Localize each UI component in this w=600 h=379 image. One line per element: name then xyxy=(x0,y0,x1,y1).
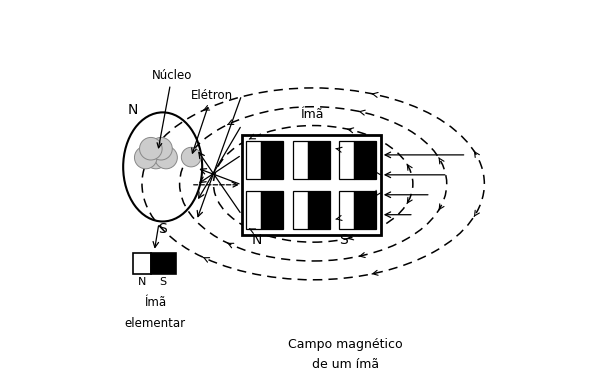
Bar xyxy=(293,141,308,179)
Bar xyxy=(354,191,376,229)
Text: Núcleo: Núcleo xyxy=(152,69,192,148)
Circle shape xyxy=(149,138,172,160)
Bar xyxy=(261,141,283,179)
Text: S: S xyxy=(160,277,167,287)
Circle shape xyxy=(145,146,167,169)
Text: Ímã: Ímã xyxy=(144,296,166,309)
Text: N: N xyxy=(251,233,262,247)
Circle shape xyxy=(155,146,178,169)
Bar xyxy=(242,135,381,235)
Bar xyxy=(308,141,330,179)
Text: Elétron: Elétron xyxy=(191,89,233,153)
Circle shape xyxy=(134,146,157,169)
Bar xyxy=(151,254,176,274)
Circle shape xyxy=(140,138,162,160)
Bar xyxy=(261,191,283,229)
Bar xyxy=(339,141,354,179)
Bar xyxy=(308,191,330,229)
Bar xyxy=(339,191,354,229)
Bar xyxy=(247,191,261,229)
Text: de um ímã: de um ímã xyxy=(311,358,379,371)
Bar xyxy=(247,141,261,179)
Text: Campo magnético: Campo magnético xyxy=(288,338,403,351)
Text: S: S xyxy=(158,222,167,236)
Circle shape xyxy=(181,147,201,167)
Text: N: N xyxy=(137,277,146,287)
Text: N: N xyxy=(127,103,138,117)
Bar xyxy=(293,191,308,229)
Bar xyxy=(354,141,376,179)
Text: S: S xyxy=(339,233,347,247)
Bar xyxy=(133,254,151,274)
Text: elementar: elementar xyxy=(125,317,186,330)
Text: Ímã: Ímã xyxy=(301,108,325,121)
